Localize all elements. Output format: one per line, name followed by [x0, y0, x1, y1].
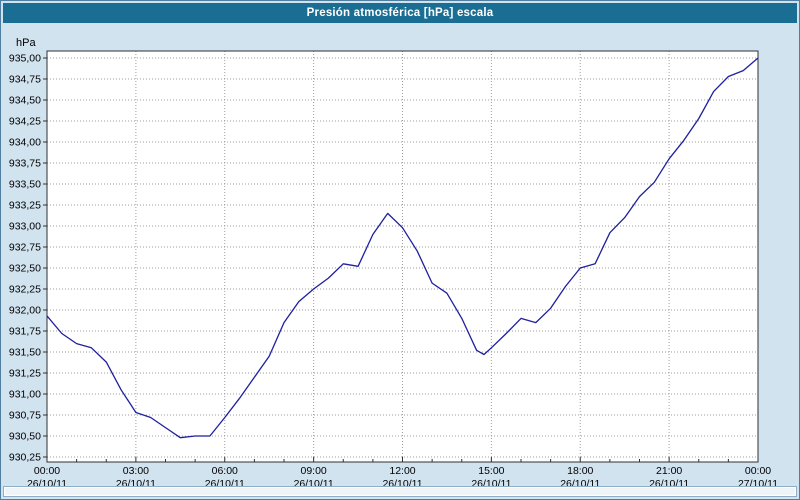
- y-tick-label: 931,25: [9, 368, 41, 380]
- plot-background: [47, 51, 758, 462]
- x-tick-date-label: 26/10/11: [116, 478, 156, 488]
- x-tick-time-label: 09:00: [300, 465, 326, 477]
- x-tick-time-label: 06:00: [212, 465, 238, 477]
- title-bar: Presión atmosférica [hPa] escala: [3, 3, 797, 23]
- pressure-line-chart: 935,00 934,75 934,50 934,25 934,00 933,75 933,…: [9, 50, 778, 488]
- y-tick-label: 932,50: [9, 263, 41, 275]
- x-tick-date-label: 26/10/11: [560, 478, 600, 488]
- y-tick-label: 932,75: [9, 242, 41, 254]
- plot-frame: [46, 50, 759, 463]
- x-tick-time-label: 15:00: [478, 465, 504, 477]
- y-tick-label: 930,50: [9, 431, 41, 443]
- y-tick-label: 931,00: [9, 389, 41, 401]
- x-tick-time-label: 03:00: [123, 465, 149, 477]
- x-tick-time-label: 21:00: [656, 465, 682, 477]
- x-tick-date-label: 26/10/11: [471, 478, 511, 488]
- y-tick-label: 931,50: [9, 347, 41, 359]
- y-tick-label: 933,75: [9, 158, 41, 170]
- y-tick-label: 934,00: [9, 137, 41, 149]
- y-axis-unit-label: hPa: [16, 37, 36, 49]
- chart-title: Presión atmosférica [hPa] escala: [306, 7, 494, 19]
- y-tick-label: 933,50: [9, 179, 41, 191]
- horizontal-scrollbar[interactable]: [3, 486, 797, 497]
- x-tick-time-label: 12:00: [389, 465, 415, 477]
- y-tick-label: 930,75: [9, 410, 41, 422]
- x-tick-time-label: 00:00: [34, 465, 60, 477]
- y-tick-label: 934,75: [9, 74, 41, 86]
- x-tick-date-label: 26/10/11: [27, 478, 67, 488]
- x-tick-date-label: 26/10/11: [294, 478, 334, 488]
- y-tick-label: 932,00: [9, 305, 41, 317]
- y-tick-label: 934,50: [9, 95, 41, 107]
- scrollbar-thumb[interactable]: [5, 488, 795, 495]
- x-tick-time-label: 00:00: [745, 465, 771, 477]
- x-tick-time-label: 18:00: [567, 465, 593, 477]
- y-tick-label: 933,00: [9, 221, 41, 233]
- y-tick-label: 934,25: [9, 116, 41, 128]
- pressure-series-line: [46, 57, 759, 439]
- x-tick-date-label: 26/10/11: [649, 478, 689, 488]
- y-tick-label: 933,25: [9, 200, 41, 212]
- y-tick-label: 932,25: [9, 284, 41, 296]
- y-tick-label: 930,25: [9, 452, 41, 464]
- x-tick-date-label: 27/10/11: [738, 478, 778, 488]
- x-tick-date-label: 26/10/11: [382, 478, 422, 488]
- y-tick-label: 935,00: [9, 53, 41, 65]
- x-tick-date-label: 26/10/11: [205, 478, 245, 488]
- y-tick-label: 931,75: [9, 326, 41, 338]
